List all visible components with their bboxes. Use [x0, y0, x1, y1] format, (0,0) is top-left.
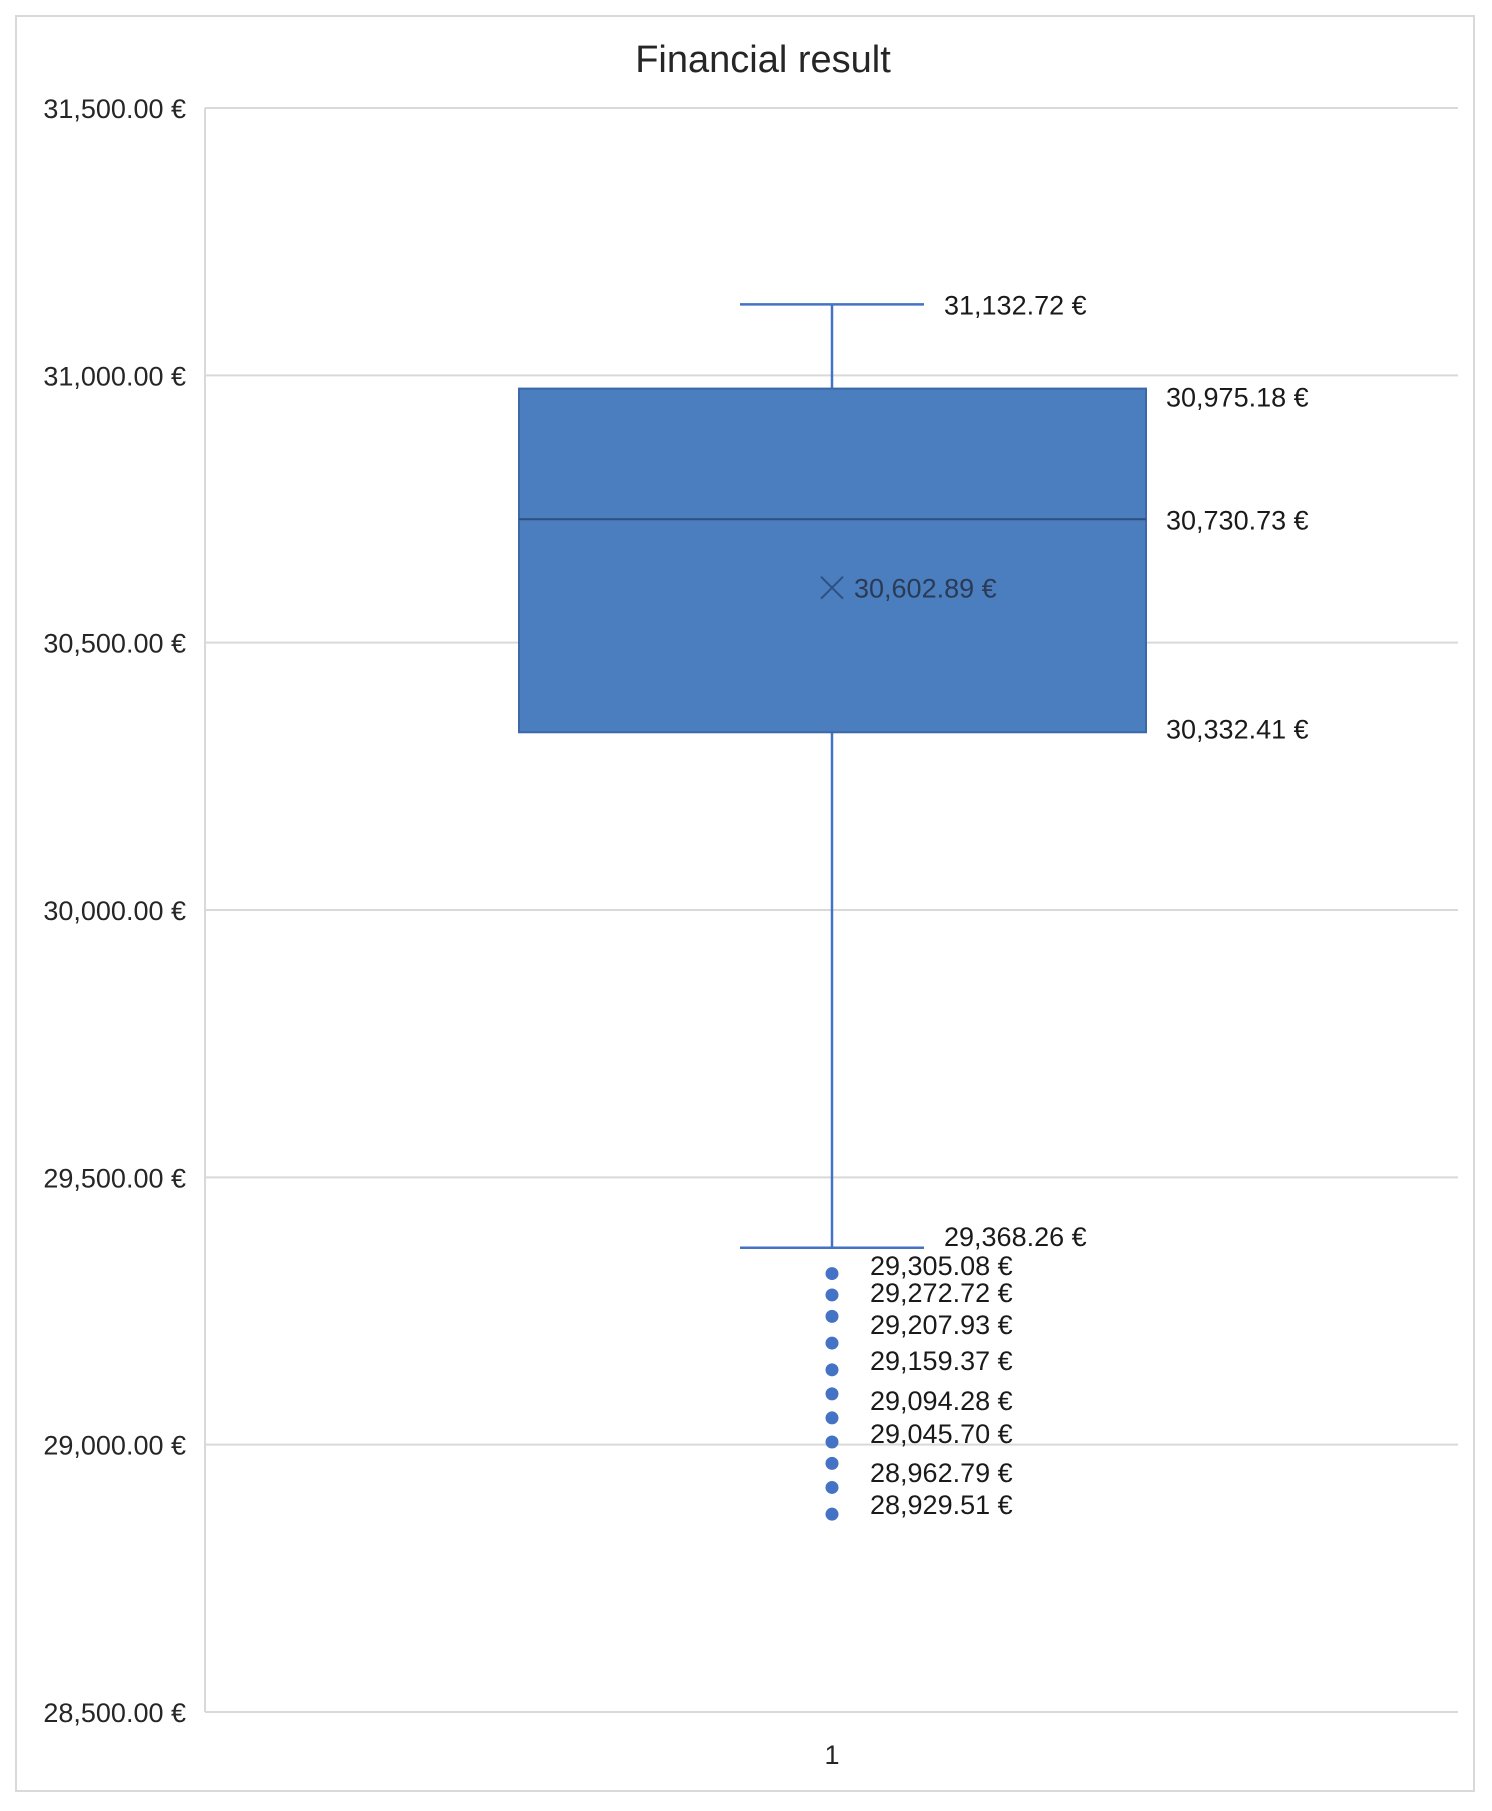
- outlier-point: [825, 1267, 839, 1281]
- outlier-point: [825, 1411, 839, 1425]
- y-axis-tick-labels: 31,500.00 € 31,000.00 € 30,500.00 € 30,000.…: [43, 94, 186, 1728]
- outlier-label: 29,159.37 €: [870, 1346, 1013, 1376]
- mean-label: 30,602.89 €: [854, 574, 997, 604]
- outlier-point: [825, 1309, 839, 1323]
- outlier-point: [825, 1387, 839, 1401]
- mean-marker-stroke: [820, 575, 844, 600]
- outlier-label: 29,207.93 €: [870, 1310, 1013, 1340]
- y-tick-label: 29,000.00 €: [43, 1431, 186, 1461]
- outlier-point: [825, 1363, 839, 1377]
- mean-marker: [820, 575, 844, 600]
- q3-label: 30,975.18 €: [1166, 383, 1309, 413]
- outlier-label: 29,045.70 €: [870, 1419, 1013, 1449]
- y-tick-label: 30,500.00 €: [43, 629, 186, 659]
- outlier-point: [825, 1435, 839, 1449]
- whisker-high-label: 31,132.72 €: [944, 290, 1087, 320]
- y-tick-label: 31,000.00 €: [43, 361, 186, 391]
- data-labels: 31,132.72 € 30,975.18 € 30,730.73 € 30,602.…: [854, 290, 1309, 1520]
- outlier-label: 28,929.51 €: [870, 1490, 1013, 1520]
- whisker-low-label: 29,368.26 €: [944, 1222, 1087, 1252]
- y-tick-label: 30,000.00 €: [43, 896, 186, 926]
- outlier-point: [825, 1336, 839, 1350]
- outlier-point: [825, 1288, 839, 1302]
- chart-frame: [15, 15, 1475, 1792]
- outlier-point: [825, 1507, 839, 1521]
- y-tick-label: 29,500.00 €: [43, 1163, 186, 1193]
- outlier-point: [825, 1480, 839, 1494]
- outlier-label: 29,305.08 €: [870, 1251, 1013, 1281]
- interquartile-box: [518, 387, 1147, 734]
- median-label: 30,730.73 €: [1166, 505, 1309, 535]
- outlier-label: 28,962.79 €: [870, 1458, 1013, 1488]
- outlier-label: 29,272.72 €: [870, 1278, 1013, 1308]
- x-tick-label: 1: [824, 1740, 839, 1770]
- outlier-point: [825, 1456, 839, 1470]
- box-plot-series: [518, 303, 1147, 1521]
- q1-label: 30,332.41 €: [1166, 714, 1309, 744]
- chart-title: Financial result: [635, 39, 891, 81]
- y-tick-label: 31,500.00 €: [43, 94, 186, 124]
- y-tick-label: 28,500.00 €: [43, 1698, 186, 1728]
- outlier-label: 29,094.28 €: [870, 1386, 1013, 1416]
- x-axis-tick-labels: 1: [824, 1740, 839, 1770]
